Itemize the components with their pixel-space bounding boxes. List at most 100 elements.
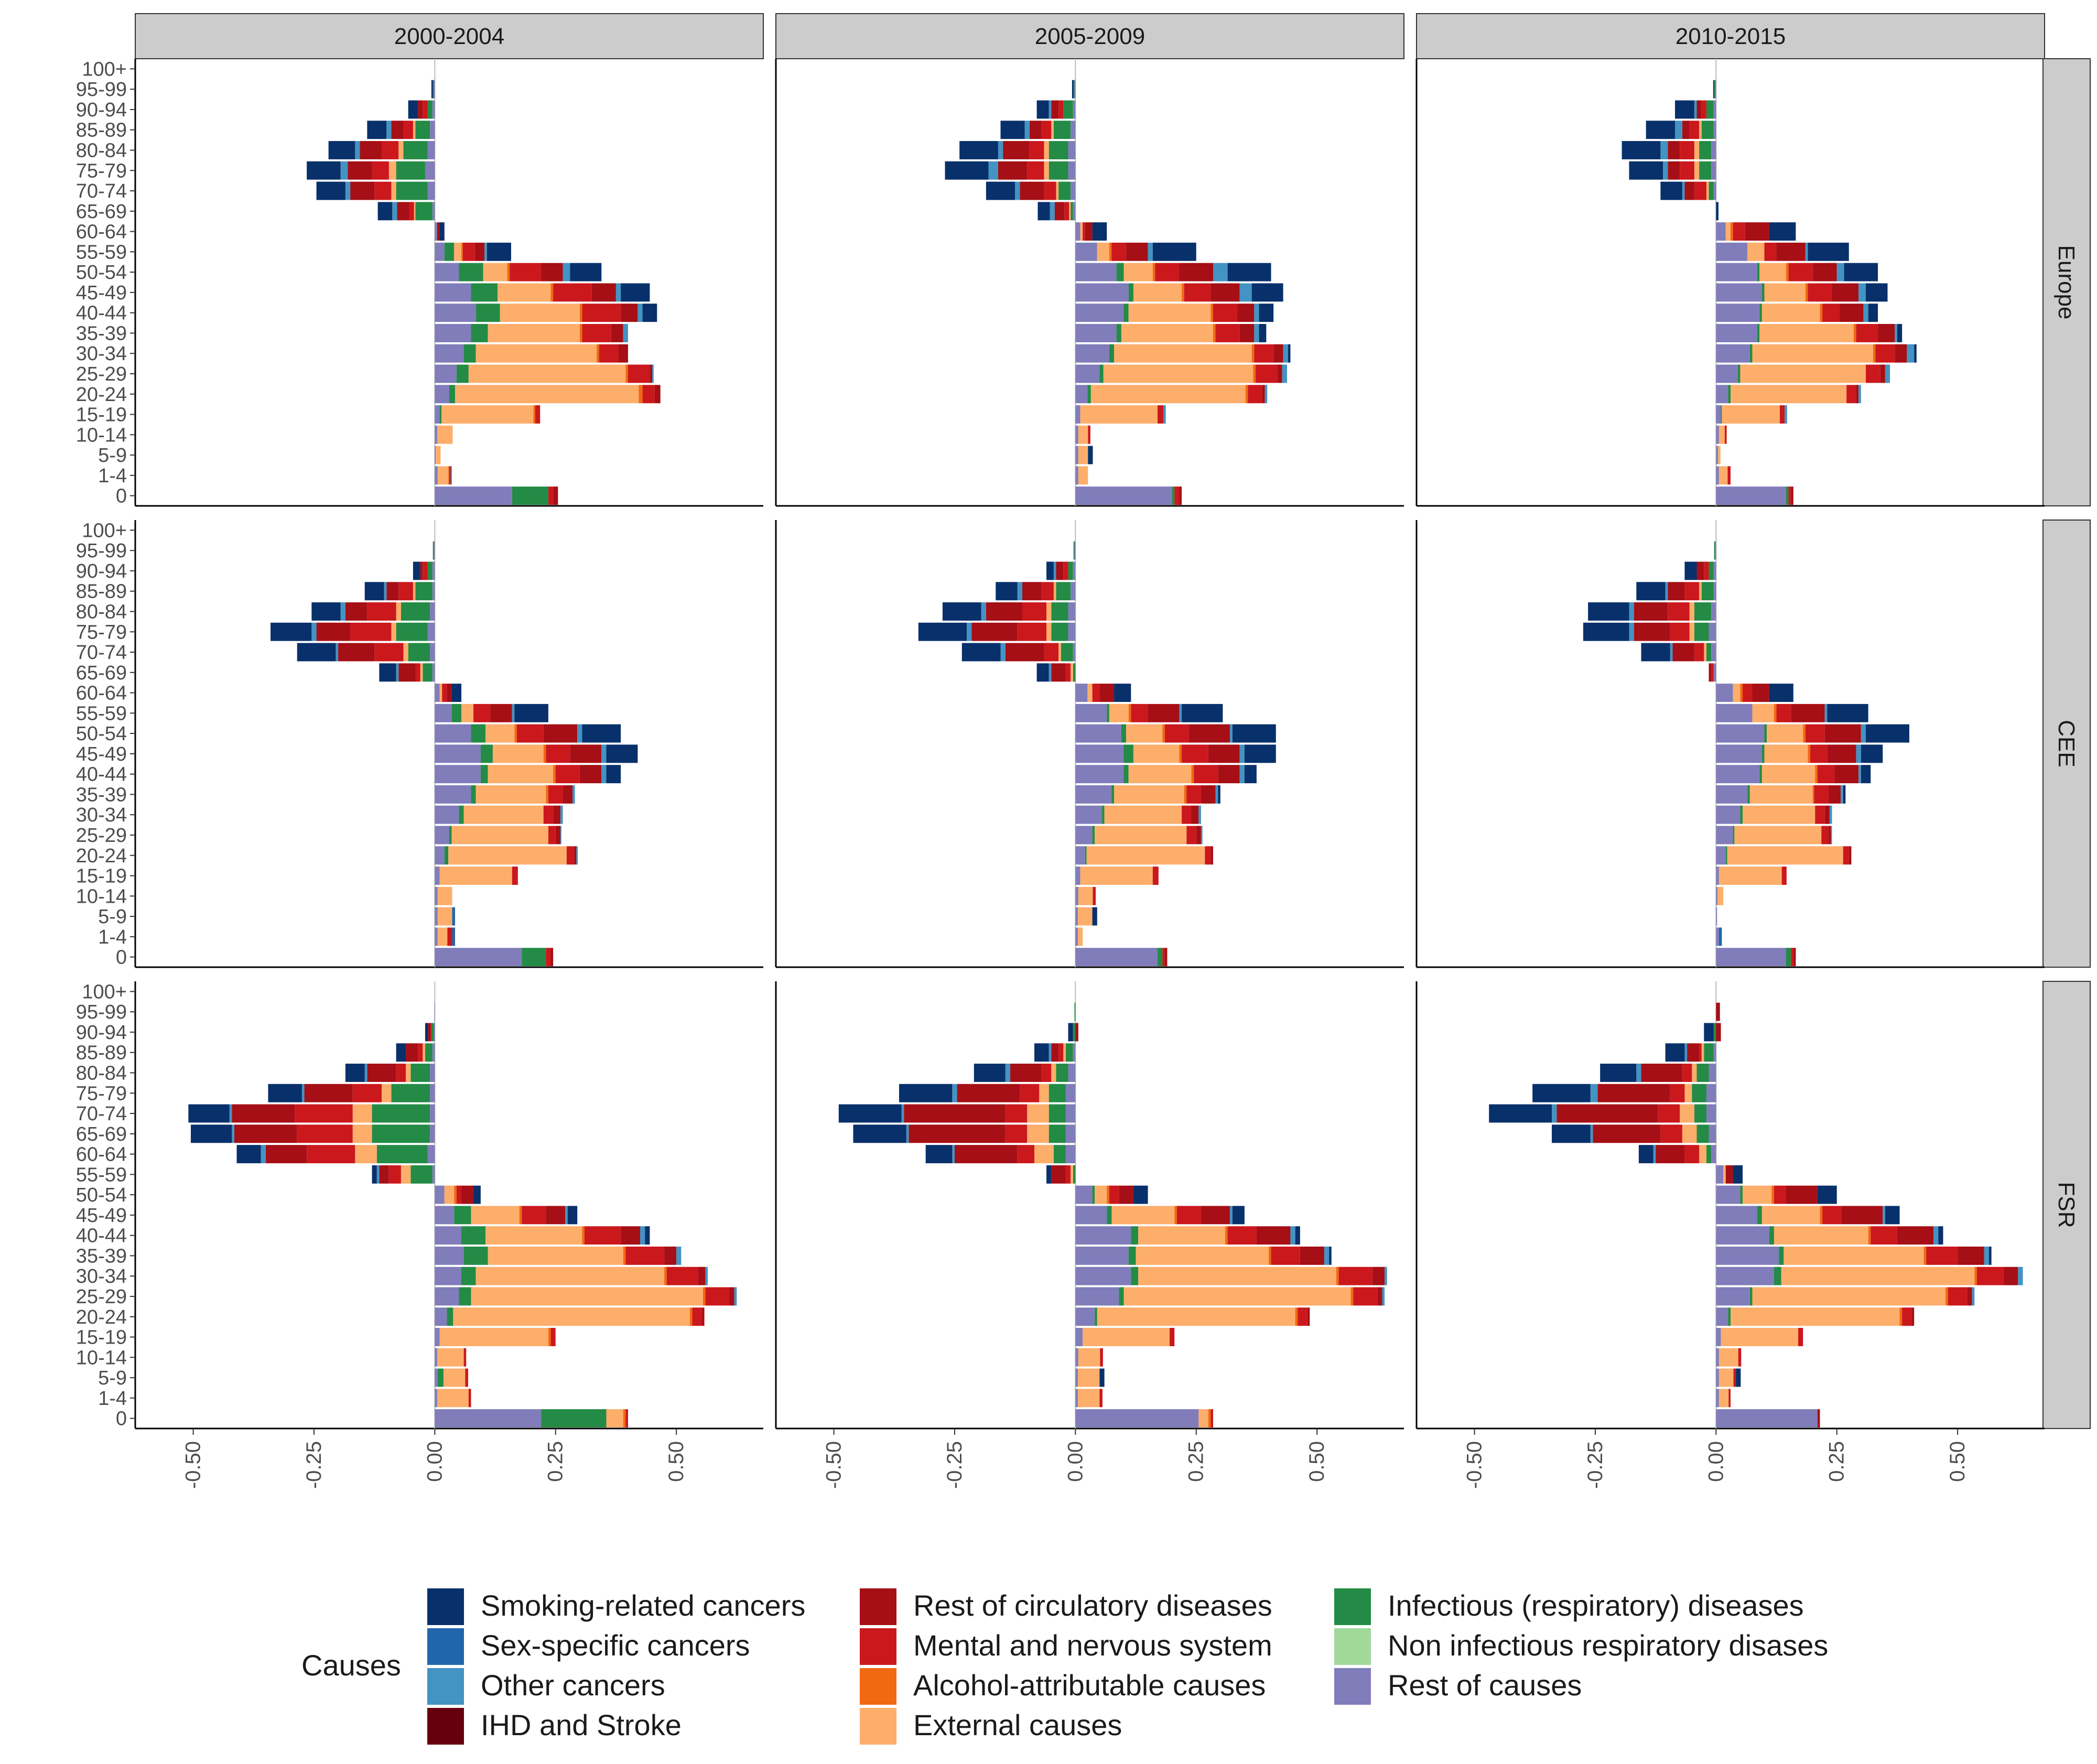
bar-segment xyxy=(1152,263,1155,282)
bar-segment xyxy=(1188,724,1230,743)
bar-segment xyxy=(1372,1267,1385,1285)
bar-segment xyxy=(475,785,546,804)
bar-segment xyxy=(1051,1165,1066,1184)
bar-segment xyxy=(1239,323,1255,342)
y-tick-label: 70-74 xyxy=(76,180,127,202)
bar-segment xyxy=(1034,1043,1049,1062)
bar-segment xyxy=(507,263,510,282)
bar-segment xyxy=(1815,765,1818,784)
bar-segment xyxy=(1699,582,1702,601)
bar-segment xyxy=(1656,1145,1685,1164)
bar-segment xyxy=(1706,643,1712,662)
facet-label-Europe: Europe xyxy=(2053,245,2079,320)
bar-segment xyxy=(1812,785,1814,804)
bar-segment xyxy=(1017,1145,1035,1164)
bar-segment xyxy=(543,805,554,824)
bar-segment xyxy=(435,704,452,722)
bar-segment xyxy=(623,323,628,342)
bar-segment xyxy=(1119,1287,1124,1306)
bar-segment xyxy=(543,744,546,763)
bar-segment xyxy=(391,622,396,641)
bar-segment xyxy=(345,602,367,621)
bar-segment xyxy=(1123,744,1133,763)
bar-segment xyxy=(1075,684,1088,702)
bar-segment xyxy=(420,663,423,682)
bar-segment xyxy=(435,886,438,905)
bar-segment xyxy=(514,724,517,743)
bar-segment xyxy=(485,1226,582,1245)
bar-segment xyxy=(1716,1307,1728,1326)
bar-segment xyxy=(376,1145,428,1164)
bar-segment xyxy=(1155,263,1180,282)
bar-segment xyxy=(1213,263,1228,282)
bar-segment xyxy=(666,1267,698,1285)
bar-segment xyxy=(1861,724,1866,743)
bar-segment xyxy=(942,602,981,621)
bar-segment xyxy=(621,304,638,322)
bar-segment xyxy=(1099,1368,1105,1387)
bar-segment xyxy=(1075,805,1102,824)
bar-segment xyxy=(1201,826,1203,845)
bar-segment xyxy=(1713,100,1716,119)
bar-segment xyxy=(1791,948,1793,967)
bar-segment xyxy=(1704,1043,1714,1062)
bar-segment xyxy=(360,141,382,159)
bar-segment xyxy=(1716,1165,1724,1184)
bar-segment xyxy=(295,1104,353,1123)
bar-segment xyxy=(692,1307,702,1326)
bar-segment xyxy=(579,765,602,784)
bar-segment xyxy=(1871,1226,1897,1245)
bar-segment xyxy=(541,1409,607,1428)
bar-segment xyxy=(425,161,435,180)
bar-segment xyxy=(1709,181,1714,200)
bar-segment xyxy=(512,867,518,885)
bar-segment xyxy=(1078,446,1088,464)
bar-segment xyxy=(435,867,440,885)
bar-segment xyxy=(1077,1368,1100,1387)
bar-segment xyxy=(427,181,435,200)
bar-segment xyxy=(413,561,420,580)
y-tick-label: 95-99 xyxy=(76,540,127,562)
bar-segment xyxy=(1075,1409,1199,1428)
bar-segment xyxy=(1743,684,1753,702)
bar-segment xyxy=(1856,744,1861,763)
bar-segment xyxy=(1716,704,1753,722)
bar-segment xyxy=(1716,446,1718,464)
y-tick-label: 15-19 xyxy=(76,1327,127,1349)
bar-segment xyxy=(1844,263,1878,282)
bar-segment xyxy=(1075,222,1080,241)
bar-segment xyxy=(1675,121,1682,139)
bar-segment xyxy=(435,242,445,261)
bar-segment xyxy=(597,344,599,363)
bar-segment xyxy=(1053,561,1056,580)
bar-segment xyxy=(453,1307,690,1326)
bar-segment xyxy=(1759,304,1762,322)
bar-segment xyxy=(625,1246,665,1265)
bar-segment xyxy=(1875,344,1895,363)
bar-segment xyxy=(1068,561,1073,580)
bar-segment xyxy=(1682,181,1685,200)
y-tick-label: 70-74 xyxy=(76,642,127,664)
bar-segment xyxy=(1694,1104,1706,1123)
bar-segment xyxy=(1163,405,1166,424)
bar-segment xyxy=(1836,263,1844,282)
y-tick-label: 85-89 xyxy=(76,1042,127,1064)
bar-segment xyxy=(1556,1104,1658,1123)
y-tick-label: 80-84 xyxy=(76,601,127,623)
bar-segment xyxy=(1694,622,1709,641)
bar-segment xyxy=(1239,765,1245,784)
bar-segment xyxy=(448,466,449,485)
bar-segment xyxy=(1774,704,1777,722)
bar-segment xyxy=(1716,425,1719,444)
y-tick-label: 25-29 xyxy=(76,363,127,385)
y-tick-label: 5-9 xyxy=(98,1367,127,1389)
bar-segment xyxy=(1022,602,1047,621)
bar-segment xyxy=(475,344,597,363)
bar-segment xyxy=(391,1084,430,1102)
bar-segment xyxy=(423,561,428,580)
y-tick-label: 65-69 xyxy=(76,201,127,223)
bar-segment xyxy=(1048,161,1068,180)
bar-segment xyxy=(1716,826,1733,845)
bar-segment xyxy=(1086,846,1205,865)
bar-segment xyxy=(1102,805,1105,824)
